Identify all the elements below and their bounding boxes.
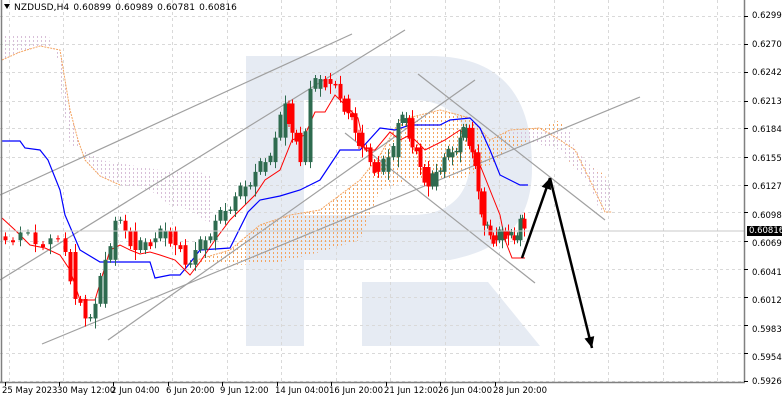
symbol-info: NZDUSD,H4 0.60899 0.60989 0.60781 0.60816	[4, 3, 241, 13]
high-value: 0.60989	[115, 3, 154, 13]
price-axis-ticks	[744, 16, 748, 382]
time-label: 9 Jun 12:00	[220, 386, 269, 396]
grid-lines	[0, 0, 744, 382]
watermark-logo	[246, 56, 540, 346]
price-label: 0.62705	[752, 40, 782, 50]
symbol-timeframe: NZDUSD,H4	[14, 3, 70, 13]
time-label: 2 Jun 04:00	[111, 386, 160, 396]
time-label: 21 Jun 12:00	[384, 386, 438, 396]
time-label: 26 Jun 04:00	[438, 386, 492, 396]
ichimoku-cloud	[1, 34, 612, 265]
price-label: 0.61845	[752, 125, 782, 135]
kijun-sen-line	[2, 117, 528, 279]
close-value: 0.60816	[199, 3, 238, 13]
price-label: 0.61555	[752, 154, 782, 164]
time-axis-ticks	[5, 382, 496, 386]
price-label: 0.60985	[752, 211, 782, 221]
candlesticks	[3, 73, 527, 329]
forecast-arrows[interactable]	[520, 177, 595, 349]
time-label: 14 Jun 04:00	[275, 386, 329, 396]
time-label: 25 May 2023	[2, 386, 58, 396]
triangle-down-icon[interactable]	[4, 4, 10, 9]
price-label: 0.59835	[752, 325, 782, 335]
price-label: 0.59545	[752, 353, 782, 363]
price-label: 0.62995	[752, 11, 782, 21]
open-value: 0.60899	[73, 3, 112, 13]
time-label: 16 Jun 20:00	[329, 386, 383, 396]
time-label: 6 Jun 20:00	[166, 386, 215, 396]
time-label: 30 May 12:00	[57, 386, 116, 396]
time-label: 28 Jun 20:00	[493, 386, 547, 396]
current-price-tag: 0.60816	[747, 226, 782, 236]
low-value: 0.60781	[157, 3, 196, 13]
price-label: 0.60695	[752, 239, 782, 249]
